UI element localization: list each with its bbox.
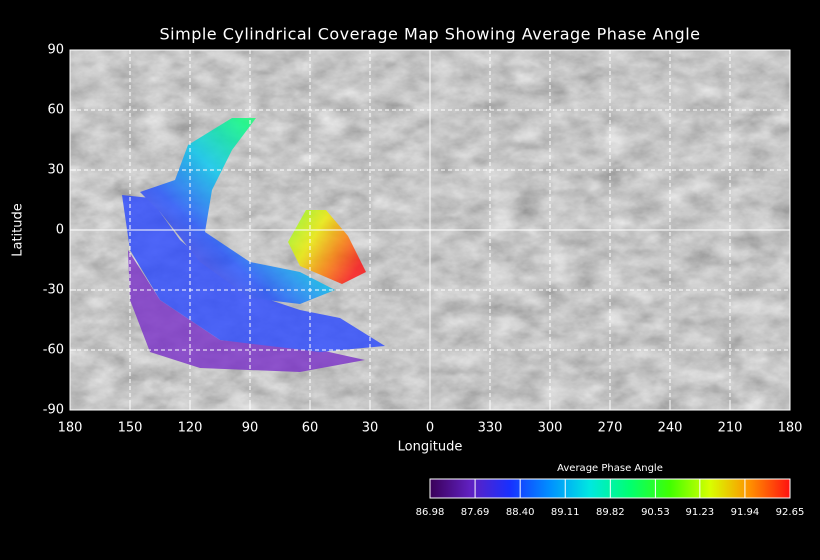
plot-frame <box>69 49 791 411</box>
x-tick-label: 90 <box>242 421 259 436</box>
x-tick-label: 180 <box>58 421 83 436</box>
x-tick-label: 0 <box>426 421 434 436</box>
colorbar-tick-label: 89.82 <box>596 507 625 518</box>
y-tick-label: 30 <box>47 163 64 178</box>
x-tick-label: 150 <box>118 421 143 436</box>
y-tick-label: 90 <box>47 43 64 58</box>
chart-title: Simple Cylindrical Coverage Map Showing … <box>160 25 701 44</box>
x-tick-label: 180 <box>778 421 803 436</box>
x-tick-label: 300 <box>538 421 563 436</box>
x-tick-label: 60 <box>302 421 319 436</box>
colorbar-title: Average Phase Angle <box>557 463 663 474</box>
y-tick-label: -30 <box>43 283 64 298</box>
x-tick-label: 330 <box>478 421 503 436</box>
colorbar-tick-label: 91.94 <box>731 507 760 518</box>
x-tick-label: 120 <box>178 421 203 436</box>
y-tick-label: -60 <box>43 343 64 358</box>
y-tick-label: 60 <box>47 103 64 118</box>
x-axis-label: Longitude <box>398 440 463 455</box>
coverage-patch <box>128 250 365 372</box>
y-tick-label: 0 <box>56 223 64 238</box>
coverage-patch <box>122 195 385 352</box>
colorbar-tick-label: 88.40 <box>506 507 535 518</box>
colorbar-tick-label: 92.65 <box>776 507 805 518</box>
y-tick-label: -90 <box>43 403 64 418</box>
coverage <box>122 118 385 372</box>
colorbar-tick-label: 90.53 <box>641 507 670 518</box>
x-tick-label: 30 <box>362 421 379 436</box>
y-axis-label: Latitude <box>11 203 26 257</box>
x-tick-label: 270 <box>598 421 623 436</box>
coverage-patch <box>288 210 366 284</box>
colorbar-tick-label: 87.69 <box>461 507 490 518</box>
colorbar-tick-label: 89.11 <box>551 507 580 518</box>
coverage-patch <box>140 118 335 304</box>
colorbar-tick-label: 86.98 <box>416 507 445 518</box>
colorbar-tick-label: 91.23 <box>686 507 715 518</box>
x-tick-label: 240 <box>658 421 683 436</box>
x-tick-label: 210 <box>718 421 743 436</box>
